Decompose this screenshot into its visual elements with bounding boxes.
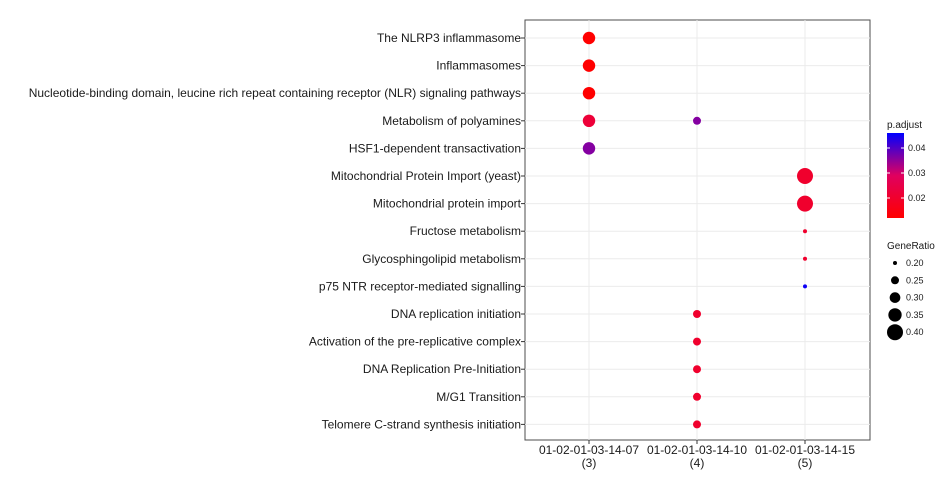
y-tick-label: Activation of the pre-replicative comple… (309, 335, 521, 349)
x-tick-label: 01-02-01-03-14-10 (647, 443, 747, 457)
gene-ratio-key (893, 261, 897, 265)
y-axis-labels: The NLRP3 inflammasome Inflammasomes Nucle… (29, 31, 525, 431)
colorbar-tick-label: 0.02 (908, 193, 926, 203)
data-point (693, 310, 701, 318)
y-tick-label: DNA Replication Pre-Initiation (363, 362, 521, 376)
y-tick-label: DNA replication initiation (391, 307, 521, 321)
plot-panel (524, 19, 871, 441)
p-adjust-colorbar (887, 133, 904, 218)
y-tick-label: Nucleotide-binding domain, leucine rich … (29, 86, 521, 100)
data-point (693, 392, 701, 401)
p-adjust-legend: p.adjust 0.04 0.03 0.02 (887, 120, 926, 218)
data-point (582, 114, 596, 128)
gene-ratio-key (887, 324, 903, 341)
data-point (803, 256, 807, 261)
data-point (582, 142, 596, 155)
data-point (582, 86, 596, 100)
y-tick-label: Telomere C-strand synthesis initiation (322, 417, 521, 431)
x-tick-count: (5) (798, 456, 813, 470)
data-point (693, 365, 701, 374)
y-tick-label: Inflammasomes (436, 59, 521, 73)
colorbar-tick-label: 0.03 (908, 168, 926, 178)
y-tick-label: Metabolism of polyamines (382, 114, 521, 128)
y-tick-label: p75 NTR receptor-mediated signalling (319, 279, 521, 293)
data-point (693, 337, 701, 346)
x-tick-label: 01-02-01-03-14-15 (755, 443, 855, 457)
gene-ratio-legend: GeneRatio 0.20 0.25 0.30 0.35 0.40 (887, 241, 935, 341)
gene-ratio-label: 0.25 (906, 275, 924, 285)
data-point (803, 229, 807, 234)
y-tick-label: Mitochondrial protein import (373, 197, 522, 211)
data-point (582, 59, 596, 72)
y-tick-label: Fructose metabolism (410, 224, 521, 238)
data-point (693, 116, 701, 125)
data-point (797, 168, 813, 184)
gene-ratio-key (888, 308, 902, 322)
y-tick-label: Glycosphingolipid metabolism (362, 252, 521, 266)
x-tick-label: 01-02-01-03-14-07 (539, 443, 639, 457)
p-adjust-legend-title: p.adjust (887, 120, 922, 131)
y-tick-label: The NLRP3 inflammasome (377, 31, 521, 45)
gene-ratio-legend-title: GeneRatio (887, 241, 935, 252)
gene-ratio-key (889, 292, 901, 303)
y-tick-label: M/G1 Transition (436, 390, 521, 404)
data-points (582, 31, 813, 429)
gene-ratio-label: 0.35 (906, 310, 924, 320)
data-point (693, 420, 701, 429)
x-tick-count: (4) (690, 456, 705, 470)
y-tick-label: Mitochondrial Protein Import (yeast) (331, 169, 521, 183)
data-point (797, 195, 813, 212)
data-point (803, 284, 807, 289)
colorbar-tick-label: 0.04 (908, 143, 926, 153)
y-tick-label: HSF1-dependent transactivation (349, 141, 521, 155)
x-axis-labels: 01-02-01-03-14-07(3) 01-02-01-03-14-10(4)… (539, 440, 855, 470)
data-point (582, 31, 596, 45)
gene-ratio-label: 0.40 (906, 327, 924, 337)
gene-ratio-label: 0.20 (906, 258, 924, 268)
x-tick-count: (3) (582, 456, 597, 470)
gene-ratio-key (891, 276, 899, 285)
gene-ratio-label: 0.30 (906, 293, 924, 303)
